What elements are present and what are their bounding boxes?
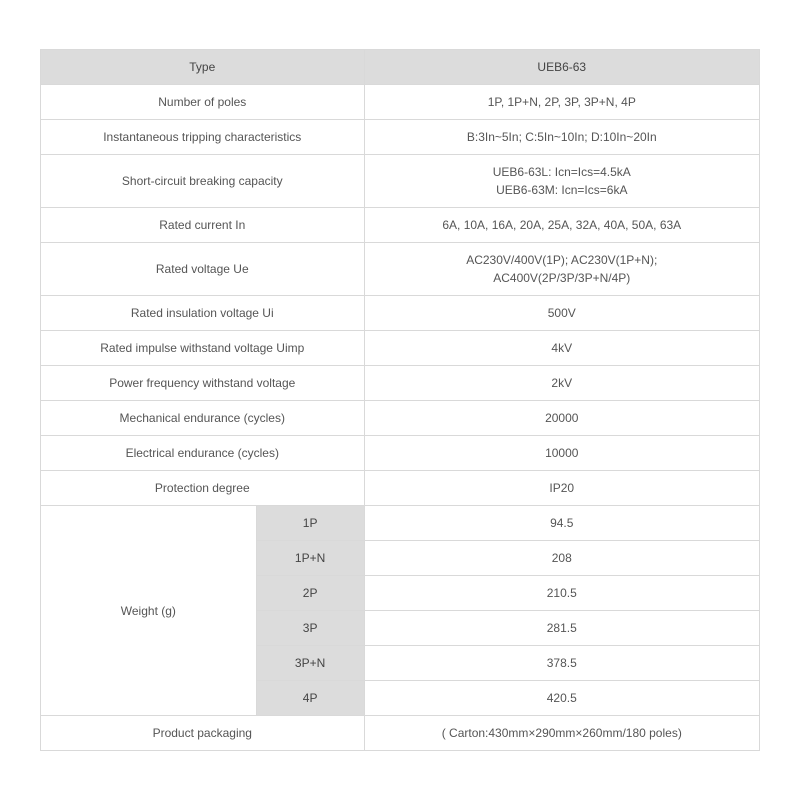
row-label: Power frequency withstand voltage — [41, 366, 365, 401]
row-value: IP20 — [364, 471, 759, 506]
row-value: ( Carton:430mm×290mm×260mm/180 poles) — [364, 716, 759, 751]
row-value: 2kV — [364, 366, 759, 401]
weight-label: Weight (g) — [41, 506, 257, 716]
row-label: Rated current In — [41, 208, 365, 243]
table-row: Rated impulse withstand voltage Uimp 4kV — [41, 331, 760, 366]
row-label: Product packaging — [41, 716, 365, 751]
weight-value: 94.5 — [364, 506, 759, 541]
table-row: Instantaneous tripping characteristics B… — [41, 120, 760, 155]
spec-table-container: Type UEB6-63 Number of poles 1P, 1P+N, 2… — [40, 49, 760, 751]
row-value: 1P, 1P+N, 2P, 3P, 3P+N, 4P — [364, 85, 759, 120]
spec-table: Type UEB6-63 Number of poles 1P, 1P+N, 2… — [40, 49, 760, 751]
row-label: Number of poles — [41, 85, 365, 120]
row-value: 500V — [364, 296, 759, 331]
weight-value: 420.5 — [364, 681, 759, 716]
weight-value: 378.5 — [364, 646, 759, 681]
table-row: Rated current In 6A, 10A, 16A, 20A, 25A,… — [41, 208, 760, 243]
table-row: Short-circuit breaking capacity UEB6-63L… — [41, 155, 760, 208]
weight-value: 208 — [364, 541, 759, 576]
row-label: Electrical endurance (cycles) — [41, 436, 365, 471]
weight-sub: 4P — [256, 681, 364, 716]
row-label: Rated insulation voltage Ui — [41, 296, 365, 331]
header-value: UEB6-63 — [364, 50, 759, 85]
table-row: Electrical endurance (cycles) 10000 — [41, 436, 760, 471]
weight-sub: 2P — [256, 576, 364, 611]
row-value: 6A, 10A, 16A, 20A, 25A, 32A, 40A, 50A, 6… — [364, 208, 759, 243]
table-row: Power frequency withstand voltage 2kV — [41, 366, 760, 401]
row-label: Protection degree — [41, 471, 365, 506]
row-value: 20000 — [364, 401, 759, 436]
weight-value: 281.5 — [364, 611, 759, 646]
row-label: Mechanical endurance (cycles) — [41, 401, 365, 436]
table-row: Number of poles 1P, 1P+N, 2P, 3P, 3P+N, … — [41, 85, 760, 120]
weight-sub: 3P+N — [256, 646, 364, 681]
weight-sub: 3P — [256, 611, 364, 646]
header-label: Type — [41, 50, 365, 85]
weight-sub: 1P — [256, 506, 364, 541]
row-value: 4kV — [364, 331, 759, 366]
weight-sub: 1P+N — [256, 541, 364, 576]
table-row: Product packaging ( Carton:430mm×290mm×2… — [41, 716, 760, 751]
spec-table-body: Type UEB6-63 Number of poles 1P, 1P+N, 2… — [41, 50, 760, 751]
table-header-row: Type UEB6-63 — [41, 50, 760, 85]
table-row: Rated insulation voltage Ui 500V — [41, 296, 760, 331]
table-row: Protection degree IP20 — [41, 471, 760, 506]
table-row: Rated voltage Ue AC230V/400V(1P); AC230V… — [41, 243, 760, 296]
row-label: Short-circuit breaking capacity — [41, 155, 365, 208]
row-value: 10000 — [364, 436, 759, 471]
row-value: B:3In~5In; C:5In~10In; D:10In~20In — [364, 120, 759, 155]
row-value: AC230V/400V(1P); AC230V(1P+N);AC400V(2P/… — [364, 243, 759, 296]
row-label: Instantaneous tripping characteristics — [41, 120, 365, 155]
row-value: UEB6-63L: Icn=Ics=4.5kAUEB6-63M: Icn=Ics… — [364, 155, 759, 208]
weight-row: Weight (g) 1P 94.5 — [41, 506, 760, 541]
table-row: Mechanical endurance (cycles) 20000 — [41, 401, 760, 436]
weight-value: 210.5 — [364, 576, 759, 611]
row-label: Rated impulse withstand voltage Uimp — [41, 331, 365, 366]
row-label: Rated voltage Ue — [41, 243, 365, 296]
